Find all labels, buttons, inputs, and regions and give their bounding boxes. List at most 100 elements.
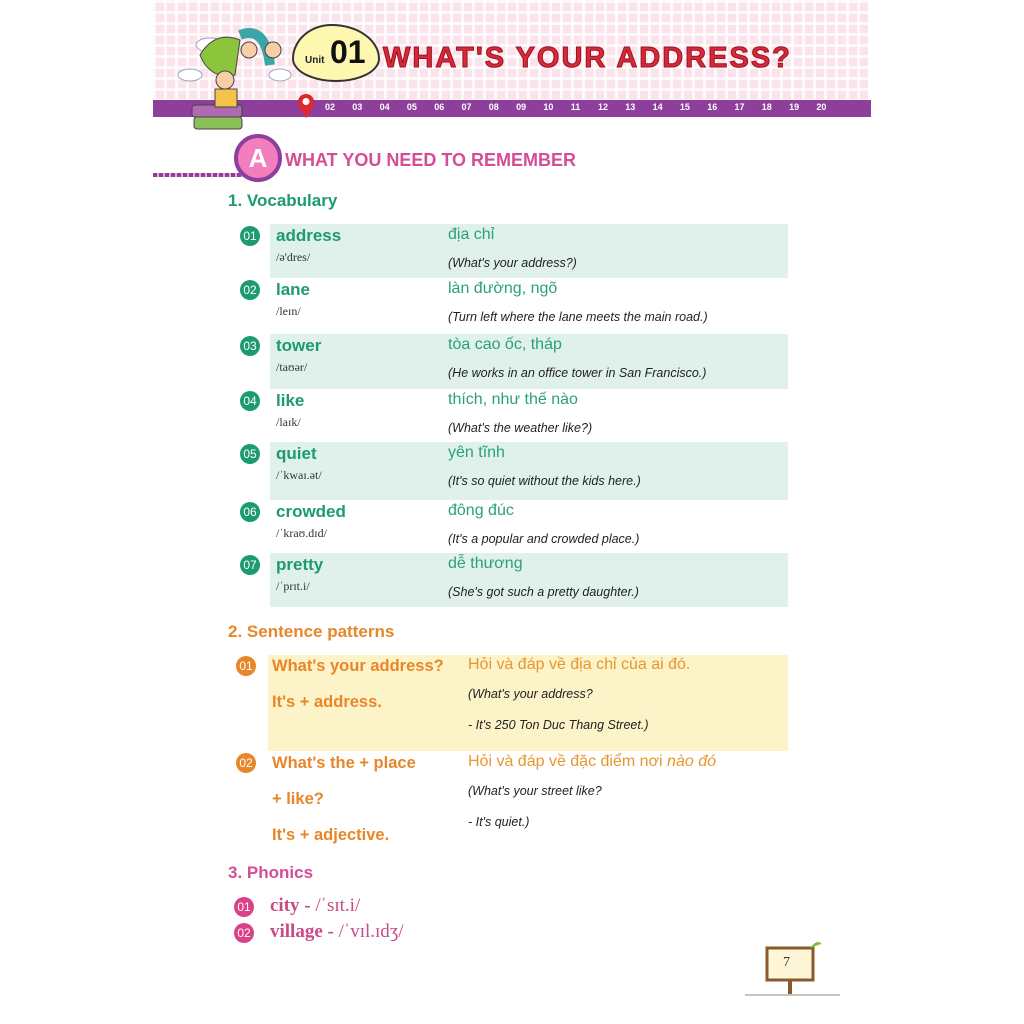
- timeline-tick: 05: [406, 102, 417, 112]
- unit-timeline-bar: 02 03 04 05 06 07 08 09 10 11 12 13 14 15 16 17 18 19 20: [153, 94, 871, 118]
- timeline-tick: 15: [679, 102, 690, 112]
- pattern-line: What's your address?: [272, 657, 444, 675]
- vocab-row: crowded /ˈkraʊ.dɪd/ đông đúc (It's a pop…: [270, 500, 788, 553]
- timeline-tick: 17: [734, 102, 745, 112]
- pattern-meaning-italic: nào đó: [667, 753, 716, 770]
- phonics-number-badge: 01: [234, 897, 254, 917]
- section-divider: [153, 173, 243, 177]
- timeline-tick: 16: [707, 102, 718, 112]
- unit-number: 01: [330, 34, 366, 70]
- timeline-tick: 02: [325, 102, 336, 112]
- pattern-highlight: [268, 655, 788, 751]
- pattern-number-badge: 02: [236, 753, 256, 773]
- vocab-example: (She's got such a pretty daughter.): [448, 585, 639, 599]
- pattern-meaning-text: Hỏi và đáp về đặc điểm nơi: [468, 753, 668, 770]
- vocab-example: (What's the weather like?): [448, 421, 593, 435]
- item-number-badge: 04: [240, 391, 260, 411]
- vocab-ipa: /laɪk/: [276, 415, 301, 429]
- vocab-meaning: địa chỉ: [448, 226, 495, 243]
- pattern-example: - It's 250 Ton Duc Thang Street.): [468, 718, 649, 732]
- vocab-row: tower /taʊər/ tòa cao ốc, tháp (He works…: [270, 334, 788, 389]
- vocab-meaning: yên tĩnh: [448, 444, 505, 461]
- timeline-tick: 12: [598, 102, 609, 112]
- pattern-line: + like?: [272, 790, 324, 808]
- vocab-row: quiet /ˈkwaɪ.ət/ yên tĩnh (It's so quiet…: [270, 442, 788, 500]
- vocab-ipa: /ˈprɪt.i/: [276, 579, 310, 593]
- vocab-example: (It's so quiet without the kids here.): [448, 474, 641, 488]
- vocab-word: tower: [276, 336, 322, 355]
- vocab-ipa: /leɪn/: [276, 304, 301, 318]
- item-number-badge: 06: [240, 502, 260, 522]
- phonics-item: city - /ˈsɪt.i/: [270, 895, 360, 917]
- vocab-word: pretty: [276, 555, 324, 574]
- timeline-tick: 14: [652, 102, 663, 112]
- item-number-badge: 01: [240, 226, 260, 246]
- pattern-meaning-text: Hỏi và đáp về địa chỉ của ai đó.: [468, 656, 691, 673]
- phonics-ipa: /ˈsɪt.i/: [315, 895, 361, 916]
- vocab-ipa: /ˈkraʊ.dɪd/: [276, 526, 327, 540]
- phonics-heading: 3. Phonics: [228, 863, 314, 882]
- vocab-word: quiet: [276, 444, 317, 463]
- vocab-example: (What's your address?): [448, 256, 577, 270]
- vocab-row: pretty /ˈprɪt.i/ dễ thương (She's got su…: [270, 553, 788, 607]
- vocab-ipa: /ˈkwaɪ.ət/: [276, 468, 322, 482]
- timeline-tick: 10: [543, 102, 554, 112]
- page-number-sign: [745, 942, 840, 996]
- vocab-example: (He works in an office tower in San Fran…: [448, 366, 707, 380]
- phonics-word: city -: [270, 895, 316, 916]
- header-background: [153, 0, 868, 101]
- children-illustration: [177, 28, 292, 130]
- unit-label: Unit: [305, 55, 325, 66]
- timeline-tick: 13: [625, 102, 636, 112]
- pattern-meaning: Hỏi và đáp về địa chỉ của ai đó.: [468, 656, 690, 674]
- sentence-patterns-heading: 2. Sentence patterns: [228, 622, 395, 641]
- vocab-example: (It's a popular and crowded place.): [448, 532, 640, 546]
- phonics-number-badge: 02: [234, 923, 254, 943]
- unit-badge: [292, 24, 380, 82]
- vocab-row: like /laɪk/ thích, như thế nào (What's t…: [270, 389, 788, 442]
- timeline-tick: 04: [379, 102, 390, 112]
- vocab-word: crowded: [276, 502, 346, 521]
- pattern-example: (What's your address?: [468, 687, 593, 701]
- location-pin-icon: [298, 94, 314, 118]
- vocab-example: (Turn left where the lane meets the main…: [448, 310, 708, 324]
- item-number-badge: 07: [240, 555, 260, 575]
- vocab-meaning: làn đường, ngõ: [448, 280, 558, 297]
- timeline-tick: 20: [816, 102, 827, 112]
- item-number-badge: 03: [240, 336, 260, 356]
- vocab-row: lane /leɪn/ làn đường, ngõ (Turn left wh…: [270, 278, 788, 334]
- timeline-tick: 11: [570, 102, 581, 112]
- vocab-word: lane: [276, 280, 311, 299]
- section-letter-badge: A: [234, 134, 282, 182]
- vocab-ipa: /taʊər/: [276, 360, 308, 374]
- pattern-meaning: Hỏi và đáp về đặc điểm nơi nào đó: [468, 753, 716, 771]
- phonics-word: village -: [270, 921, 339, 942]
- pattern-example: (What's your street like?: [468, 784, 602, 798]
- timeline-tick: 19: [789, 102, 800, 112]
- vocab-row: address /ə'dres/ địa chỉ (What's your ad…: [270, 224, 788, 278]
- pattern-example: - It's quiet.): [468, 815, 530, 829]
- timeline-tick: 08: [488, 102, 499, 112]
- phonics-item: village - /ˈvɪl.ɪdʒ/: [270, 921, 404, 943]
- page-title: WHAT'S YOUR ADDRESS?: [383, 42, 792, 75]
- timeline-tick: 03: [352, 102, 363, 112]
- phonics-ipa: /ˈvɪl.ɪdʒ/: [338, 921, 404, 942]
- pattern-number-badge: 01: [236, 656, 256, 676]
- timeline-tick: 09: [516, 102, 527, 112]
- page-number: 7: [783, 955, 790, 970]
- pattern-line: It's + adjective.: [272, 826, 390, 844]
- vocab-meaning: dễ thương: [448, 555, 523, 572]
- vocab-meaning: đông đúc: [448, 502, 514, 519]
- section-title: WHAT YOU NEED TO REMEMBER: [285, 150, 577, 170]
- item-number-badge: 02: [240, 280, 260, 300]
- pattern-line: It's + address.: [272, 693, 382, 711]
- timeline-tick: 18: [761, 102, 772, 112]
- timeline-tick: 07: [461, 102, 472, 112]
- timeline-tick: 06: [434, 102, 445, 112]
- vocabulary-heading: 1. Vocabulary: [228, 191, 338, 210]
- vocab-word: like: [276, 391, 305, 410]
- pattern-line: What's the + place: [272, 754, 416, 772]
- vocab-ipa: /ə'dres/: [276, 250, 311, 264]
- vocab-meaning: tòa cao ốc, tháp: [448, 336, 562, 353]
- item-number-badge: 05: [240, 444, 260, 464]
